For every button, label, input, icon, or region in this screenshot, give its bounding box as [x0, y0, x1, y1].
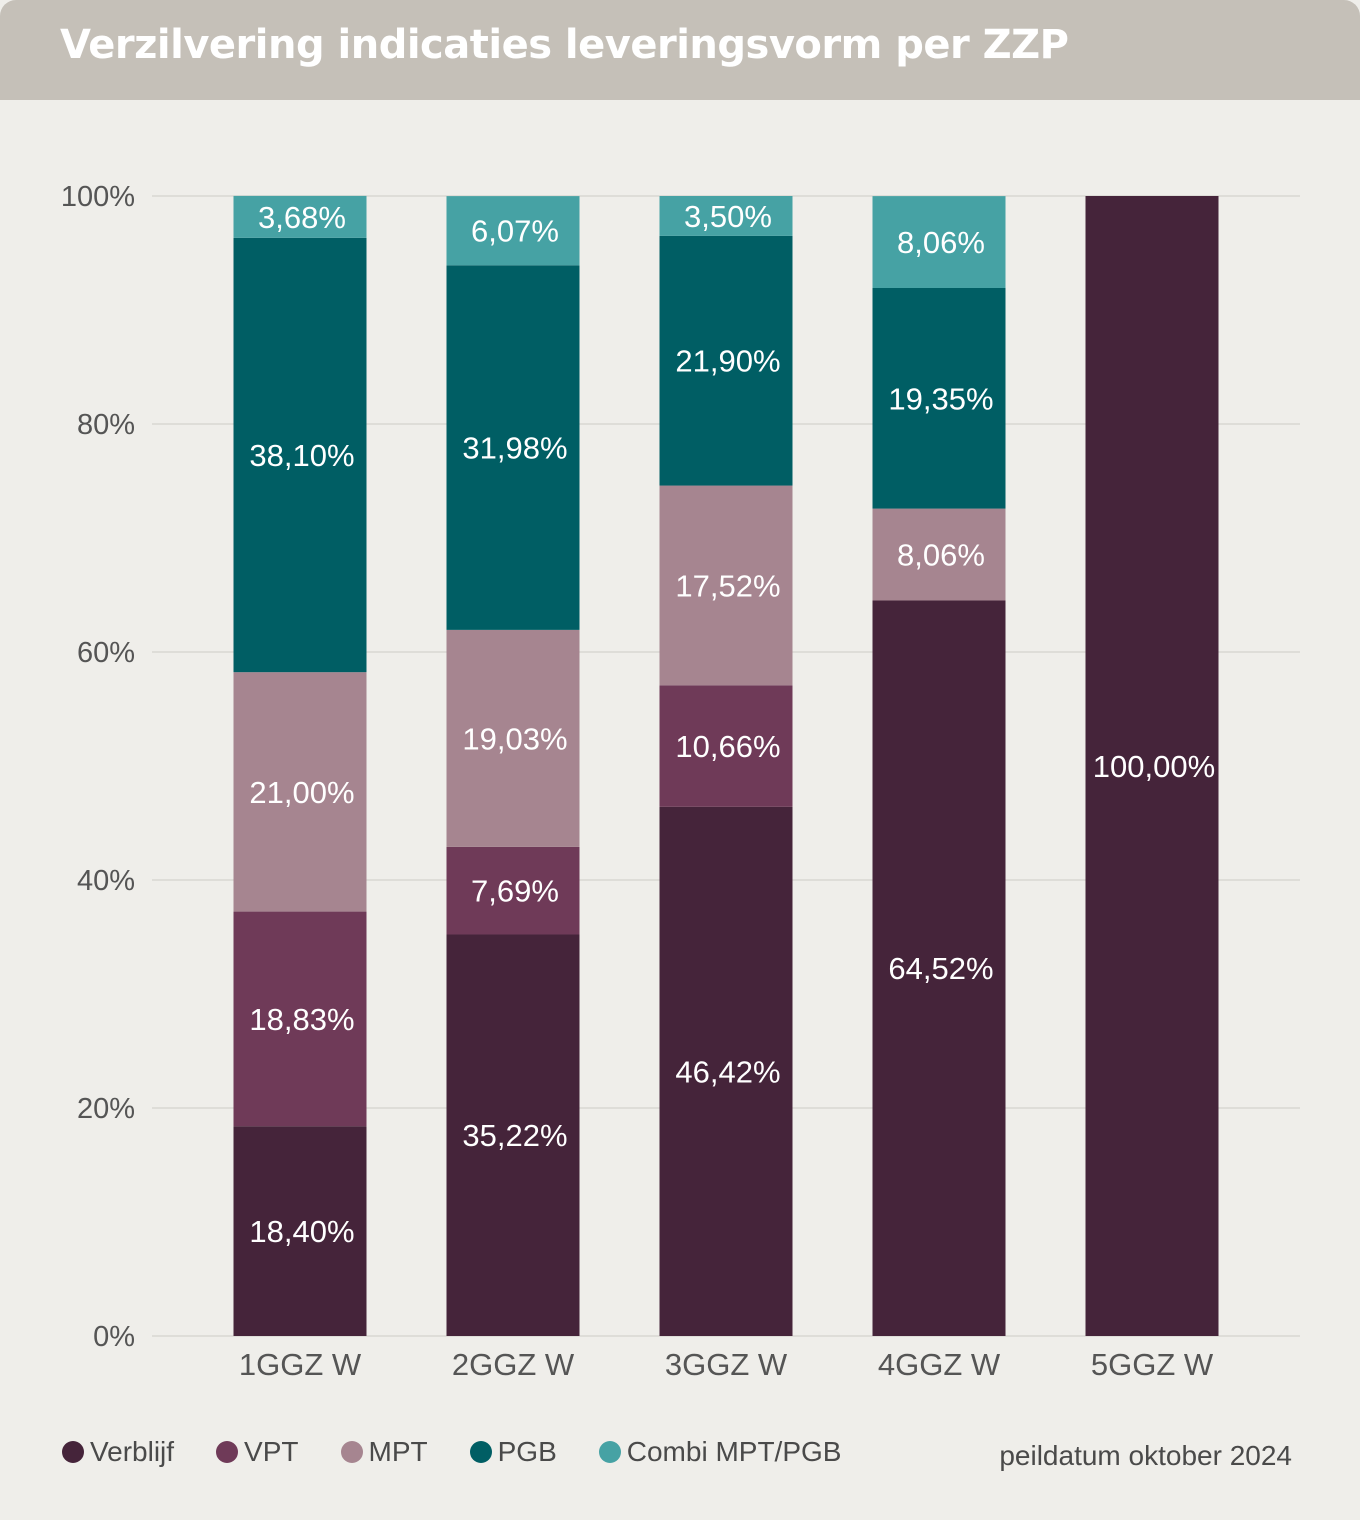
- x-tick-label: 5GGZ W: [1091, 1347, 1214, 1382]
- legend-label: PGB: [497, 1436, 557, 1467]
- chart-title: Verzilvering indicaties leveringsvorm pe…: [60, 22, 1069, 68]
- data-label: 10,66%: [675, 729, 780, 764]
- bar-segment: [233, 911, 367, 1127]
- data-label: 21,00%: [249, 775, 354, 810]
- bar-segment: [659, 196, 793, 236]
- bar-segment: [446, 196, 580, 266]
- y-tick-label: 100%: [61, 181, 135, 213]
- legend-label: Verblijf: [90, 1436, 175, 1467]
- x-tick-label: 2GGZ W: [452, 1347, 575, 1382]
- bar-segment: [233, 1126, 367, 1336]
- bar-segment: [1085, 196, 1219, 1336]
- bar-segment: [233, 195, 367, 238]
- bar-segment: [659, 685, 793, 807]
- bar-segment: [446, 934, 580, 1336]
- data-label: 19,03%: [462, 721, 567, 756]
- data-label: 8,06%: [897, 225, 985, 260]
- title-bar: Verzilvering indicaties leveringsvorm pe…: [0, 0, 1360, 100]
- data-label: 3,50%: [684, 199, 772, 234]
- data-label: 46,42%: [675, 1054, 780, 1089]
- reference-date-note: peildatum oktober 2024: [999, 1440, 1292, 1471]
- data-label: 7,69%: [471, 874, 559, 909]
- legend: Verblijf VPT MPT PGB Combi MPT/PGB: [62, 1436, 883, 1468]
- y-tick-label: 20%: [77, 1093, 135, 1125]
- legend-label: VPT: [244, 1436, 299, 1467]
- legend-dot-icon: [62, 1441, 84, 1463]
- bar-segment: [446, 846, 580, 935]
- x-tick-label: 1GGZ W: [239, 1347, 362, 1382]
- bar-segment: [872, 196, 1006, 288]
- bar-segment: [233, 237, 367, 673]
- legend-item: PGB: [469, 1436, 557, 1468]
- data-label: 100,00%: [1093, 749, 1215, 784]
- bar-segment: [659, 806, 793, 1336]
- data-label: 18,83%: [249, 1002, 354, 1037]
- legend-item: Verblijf: [62, 1436, 174, 1468]
- bar-segment: [872, 600, 1006, 1336]
- data-label: 35,22%: [462, 1118, 567, 1153]
- bar-segment: [446, 265, 580, 630]
- data-label: 38,10%: [249, 438, 354, 473]
- legend-item: Combi MPT/PGB: [598, 1436, 842, 1468]
- y-tick-label: 80%: [77, 409, 135, 441]
- data-label: 8,06%: [897, 538, 985, 573]
- legend-label: Combi MPT/PGB: [626, 1436, 842, 1467]
- stacked-bar-chart: 0% 20% 40% 60% 80% 100% 18,40% 18,83% 21,00% 38,1…: [61, 181, 1300, 1382]
- bar-segment: [233, 672, 367, 912]
- legend-dot-icon: [340, 1441, 363, 1463]
- bar-segment: [446, 629, 580, 847]
- legend-item: MPT: [340, 1436, 428, 1468]
- y-tick-label: 60%: [77, 637, 135, 669]
- legend-dot-icon: [216, 1441, 239, 1463]
- data-label: 6,07%: [471, 214, 559, 249]
- bar-segment: [659, 485, 793, 686]
- y-tick-label: 0%: [93, 1321, 135, 1353]
- data-label: 64,52%: [888, 951, 993, 986]
- data-label: 21,90%: [675, 344, 780, 379]
- legend-dot-icon: [598, 1441, 621, 1463]
- legend-item: VPT: [216, 1436, 299, 1468]
- bar-segment: [659, 235, 793, 486]
- data-label: 31,98%: [462, 431, 567, 466]
- x-tick-label: 4GGZ W: [878, 1347, 1001, 1382]
- data-label: 17,52%: [675, 568, 780, 603]
- x-tick-label: 3GGZ W: [665, 1347, 788, 1382]
- data-label: 19,35%: [888, 381, 993, 416]
- y-tick-label: 40%: [77, 865, 135, 897]
- legend-label: MPT: [368, 1436, 428, 1467]
- data-label: 3,68%: [258, 200, 346, 235]
- bar-segment: [872, 287, 1006, 509]
- data-label: 18,40%: [249, 1214, 354, 1249]
- bar-segment: [872, 508, 1006, 601]
- legend-dot-icon: [469, 1441, 492, 1463]
